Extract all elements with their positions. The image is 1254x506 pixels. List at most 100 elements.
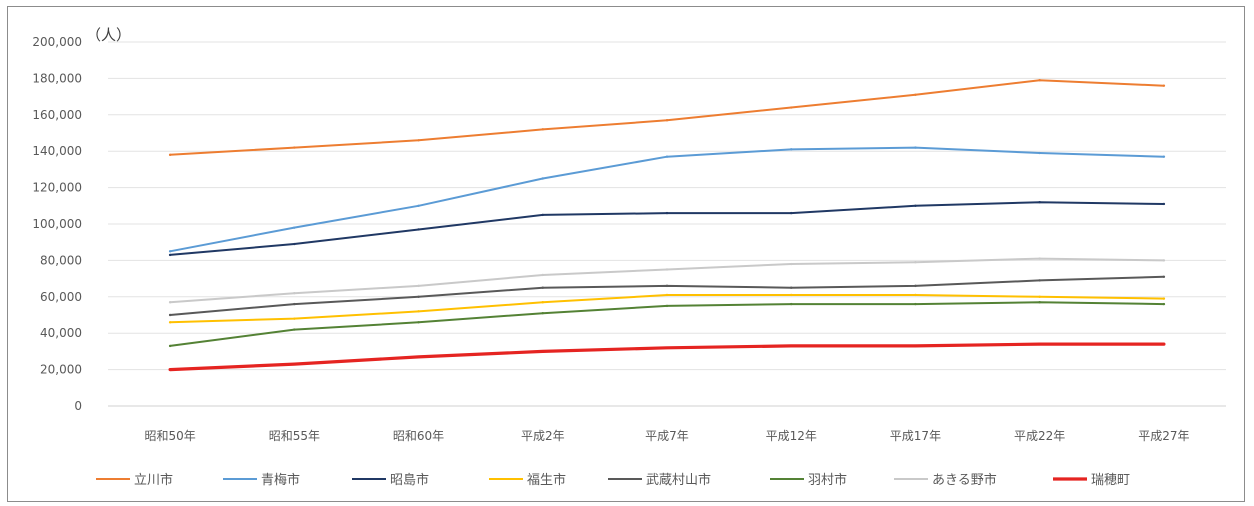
data-point xyxy=(1038,151,1041,155)
x-tick-label: 昭和55年 xyxy=(269,429,320,443)
series-line xyxy=(169,79,1165,156)
data-point xyxy=(168,321,172,324)
y-tick-label: 100,000 xyxy=(32,217,82,231)
data-point xyxy=(914,302,917,306)
data-point xyxy=(168,253,172,257)
data-point xyxy=(168,250,172,253)
data-point xyxy=(1162,275,1166,278)
data-point xyxy=(914,284,917,288)
data-point xyxy=(1038,200,1041,204)
data-point xyxy=(168,344,172,348)
legend-label: 福生市 xyxy=(527,472,566,488)
data-point xyxy=(790,211,793,215)
legend-label: 昭島市 xyxy=(390,472,429,488)
data-point xyxy=(293,242,296,246)
data-point xyxy=(1038,279,1041,282)
data-point xyxy=(790,293,793,297)
data-point xyxy=(914,344,917,348)
data-point xyxy=(293,291,296,295)
data-point xyxy=(293,146,296,149)
data-point xyxy=(790,148,793,151)
data-point xyxy=(790,106,793,109)
data-point xyxy=(168,301,172,304)
y-tick-label: 200,000 xyxy=(32,35,82,49)
x-tick-label: 平成12年 xyxy=(766,429,817,443)
y-tick-label: 0 xyxy=(74,399,82,413)
data-point xyxy=(293,362,296,366)
y-tick-label: 160,000 xyxy=(32,108,82,122)
data-point xyxy=(790,344,793,348)
data-point xyxy=(1038,295,1041,298)
data-point xyxy=(417,204,420,207)
data-point xyxy=(541,213,544,217)
data-point xyxy=(1038,301,1041,304)
y-axis-ticks: 0 20,000 40,000 60,000 80,000 100,000 120,000 1… xyxy=(32,35,82,413)
data-point xyxy=(1038,79,1041,82)
data-point xyxy=(1162,84,1166,87)
data-point xyxy=(541,128,544,131)
data-point xyxy=(914,261,917,264)
series-lines xyxy=(168,79,1166,372)
legend-label: あきる野市 xyxy=(932,472,997,488)
series-line xyxy=(169,201,1165,256)
data-point xyxy=(541,350,544,353)
data-point xyxy=(665,284,669,288)
legend-label: 武蔵村山市 xyxy=(646,472,711,488)
data-point xyxy=(1162,202,1166,206)
data-point xyxy=(665,268,669,271)
data-point xyxy=(790,302,793,306)
legend-label: 立川市 xyxy=(134,472,173,488)
data-point xyxy=(168,368,172,371)
data-point xyxy=(417,295,420,298)
x-tick-label: 昭和50年 xyxy=(144,429,195,443)
x-tick-label: 平成2年 xyxy=(521,429,565,443)
data-point xyxy=(417,284,420,288)
legend: 立川市 青梅市 昭島市 福生市 武蔵村山市 羽村市 あきる野市 瑞穂町 xyxy=(96,472,1130,488)
data-point xyxy=(293,226,296,229)
data-point xyxy=(790,286,793,289)
x-tick-label: 昭和60年 xyxy=(393,429,444,443)
x-axis-ticks: 昭和50年 昭和55年 昭和60年 平成2年 平成7年 平成12年 平成17年 平成22年 平成… xyxy=(144,429,1189,443)
y-tick-label: 120,000 xyxy=(32,181,82,195)
data-point xyxy=(665,211,669,215)
data-point xyxy=(1162,302,1166,306)
data-point xyxy=(417,139,420,142)
y-tick-label: 60,000 xyxy=(40,290,82,304)
data-point xyxy=(665,155,669,158)
data-point xyxy=(914,93,917,96)
data-point xyxy=(665,293,669,297)
legend-label: 羽村市 xyxy=(808,472,847,488)
data-point xyxy=(790,262,793,266)
chart-frame xyxy=(7,6,1245,502)
y-tick-label: 40,000 xyxy=(40,326,82,340)
data-point xyxy=(1162,297,1166,300)
x-tick-label: 平成22年 xyxy=(1014,429,1065,443)
data-point xyxy=(168,313,172,317)
data-point xyxy=(665,304,669,308)
data-point xyxy=(541,273,544,277)
data-point xyxy=(168,153,172,157)
data-point xyxy=(1162,259,1166,262)
series-line xyxy=(169,146,1165,253)
data-point xyxy=(1162,155,1166,158)
data-point xyxy=(665,346,669,349)
data-point xyxy=(541,311,544,315)
data-point xyxy=(914,146,917,149)
data-point xyxy=(293,317,296,320)
data-point xyxy=(914,293,917,297)
data-point xyxy=(914,204,917,207)
data-point xyxy=(541,177,544,180)
data-point xyxy=(1162,342,1166,346)
data-point xyxy=(417,228,420,231)
data-point xyxy=(541,286,544,289)
legend-label: 瑞穂町 xyxy=(1091,473,1130,488)
data-point xyxy=(1038,257,1041,260)
data-point xyxy=(417,310,420,313)
data-point xyxy=(541,301,544,304)
y-unit-label: （人） xyxy=(86,26,131,44)
y-tick-label: 80,000 xyxy=(40,253,82,267)
x-tick-label: 平成7年 xyxy=(645,429,689,443)
series-line xyxy=(169,301,1165,347)
y-tick-label: 20,000 xyxy=(40,363,82,377)
